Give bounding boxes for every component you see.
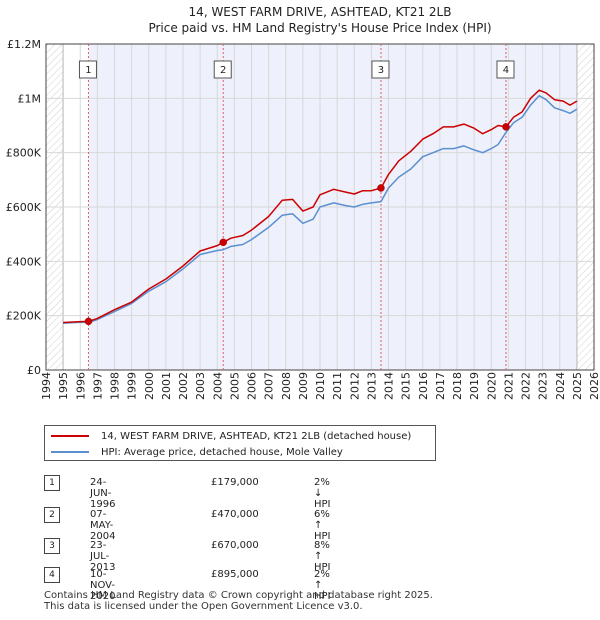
hpi-line bbox=[63, 94, 578, 325]
footer-attribution: Contains HM Land Registry data © Crown c… bbox=[44, 590, 433, 612]
x-tick-label: 2014 bbox=[383, 372, 396, 400]
sale-hpi-change: 2% ↓ HPI bbox=[314, 477, 331, 510]
x-tick-label: 2016 bbox=[417, 372, 430, 400]
x-tick-label: 2001 bbox=[160, 372, 173, 400]
chart-title: 14, WEST FARM DRIVE, ASHTEAD, KT21 2LB bbox=[189, 5, 452, 19]
y-tick-label: £800K bbox=[6, 147, 42, 160]
sale-price: £179,000 bbox=[211, 477, 259, 488]
legend-item-property: 14, WEST FARM DRIVE, ASHTEAD, KT21 2LB (… bbox=[51, 428, 411, 444]
x-tick-label: 2026 bbox=[588, 372, 600, 400]
sale-number-box bbox=[371, 60, 390, 79]
y-tick-label: £400K bbox=[6, 255, 42, 268]
footer-line-copyright: Contains HM Land Registry data © Crown c… bbox=[44, 590, 433, 601]
price-chart: 14, WEST FARM DRIVE, ASHTEAD, KT21 2LB P… bbox=[6, 5, 600, 400]
x-tick-label: 2009 bbox=[297, 372, 310, 400]
footer-line-licence: This data is licensed under the Open Gov… bbox=[44, 601, 363, 612]
sale-number-label: 1 bbox=[85, 65, 91, 76]
sale-point bbox=[502, 123, 510, 131]
x-tick-label: 2003 bbox=[194, 372, 207, 400]
sale-number-box bbox=[78, 60, 97, 79]
y-tick-label: £200K bbox=[6, 310, 42, 323]
sale-hpi-change: 6% ↑ HPI bbox=[314, 509, 331, 542]
sale-price: £670,000 bbox=[211, 540, 259, 551]
sale-date: 10-NOV-2020 bbox=[90, 569, 116, 602]
x-tick-label: 2024 bbox=[554, 372, 567, 400]
x-tick-label: 2006 bbox=[246, 372, 259, 400]
x-tick-label: 2023 bbox=[537, 372, 550, 400]
x-tick-label: 2005 bbox=[228, 372, 241, 400]
y-tick-label: £0 bbox=[27, 364, 41, 377]
x-tick-label: 2015 bbox=[400, 372, 413, 400]
x-tick-label: 2018 bbox=[451, 372, 464, 400]
sale-number-box bbox=[213, 60, 232, 79]
legend-swatch-hpi bbox=[51, 451, 89, 453]
sale-number-label: 4 bbox=[503, 65, 509, 76]
x-tick-label: 2000 bbox=[143, 372, 156, 400]
x-tick-label: 2007 bbox=[263, 372, 276, 400]
y-tick-label: £1M bbox=[18, 92, 42, 105]
x-tick-label: 2004 bbox=[211, 372, 224, 400]
x-tick-label: 2020 bbox=[485, 372, 498, 400]
x-tick-label: 2013 bbox=[365, 372, 378, 400]
y-tick-label: £600K bbox=[6, 201, 42, 214]
legend: 14, WEST FARM DRIVE, ASHTEAD, KT21 2LB (… bbox=[44, 425, 436, 461]
legend-item-hpi: HPI: Average price, detached house, Mole… bbox=[51, 444, 343, 460]
sale-hpi-change: 2% ↑ HPI bbox=[314, 569, 331, 602]
sale-hpi-change: 8% ↑ HPI bbox=[314, 540, 331, 573]
x-tick-label: 2017 bbox=[434, 372, 447, 400]
sale-price: £895,000 bbox=[211, 569, 259, 580]
sale-number-box bbox=[496, 60, 515, 79]
sale-number-badge: 1 bbox=[44, 475, 60, 491]
y-tick-label: £1.2M bbox=[7, 38, 41, 51]
x-tick-label: 2008 bbox=[280, 372, 293, 400]
x-tick-label: 2011 bbox=[331, 372, 344, 400]
x-tick-label: 1998 bbox=[109, 372, 122, 400]
sale-number-badge: 2 bbox=[44, 507, 60, 523]
sale-date: 23-JUL-2013 bbox=[90, 540, 116, 573]
x-tick-label: 1999 bbox=[126, 372, 139, 400]
x-tick-label: 2022 bbox=[520, 372, 533, 400]
x-tick-label: 2019 bbox=[468, 372, 481, 400]
legend-swatch-property bbox=[51, 435, 89, 437]
x-tick-label: 1996 bbox=[74, 372, 87, 400]
plot-border bbox=[45, 43, 595, 371]
sale-price: £470,000 bbox=[211, 509, 259, 520]
sale-date: 24-JUN-1996 bbox=[90, 477, 116, 510]
sale-point bbox=[84, 317, 93, 326]
x-tick-label: 1994 bbox=[40, 372, 53, 400]
price-paid-line bbox=[63, 89, 578, 324]
x-tick-label: 2021 bbox=[502, 372, 515, 400]
x-tick-label: 1995 bbox=[57, 372, 70, 400]
legend-label-property: 14, WEST FARM DRIVE, ASHTEAD, KT21 2LB (… bbox=[101, 430, 412, 442]
x-tick-label: 2010 bbox=[314, 372, 327, 400]
sale-date: 07-MAY-2004 bbox=[90, 509, 116, 542]
sale-number-label: 2 bbox=[220, 65, 226, 76]
sale-point bbox=[377, 184, 385, 192]
x-tick-label: 2025 bbox=[571, 372, 584, 400]
x-tick-label: 2012 bbox=[348, 372, 361, 400]
x-tick-label: 1997 bbox=[91, 372, 104, 400]
sale-number-label: 3 bbox=[378, 65, 384, 76]
x-tick-label: 2002 bbox=[177, 372, 190, 400]
sale-number-badge: 4 bbox=[44, 567, 60, 583]
sale-point bbox=[219, 238, 227, 247]
legend-label-hpi: HPI: Average price, detached house, Mole… bbox=[101, 446, 343, 458]
chart-subtitle: Price paid vs. HM Land Registry's House … bbox=[148, 21, 491, 35]
sale-number-badge: 3 bbox=[44, 538, 60, 554]
